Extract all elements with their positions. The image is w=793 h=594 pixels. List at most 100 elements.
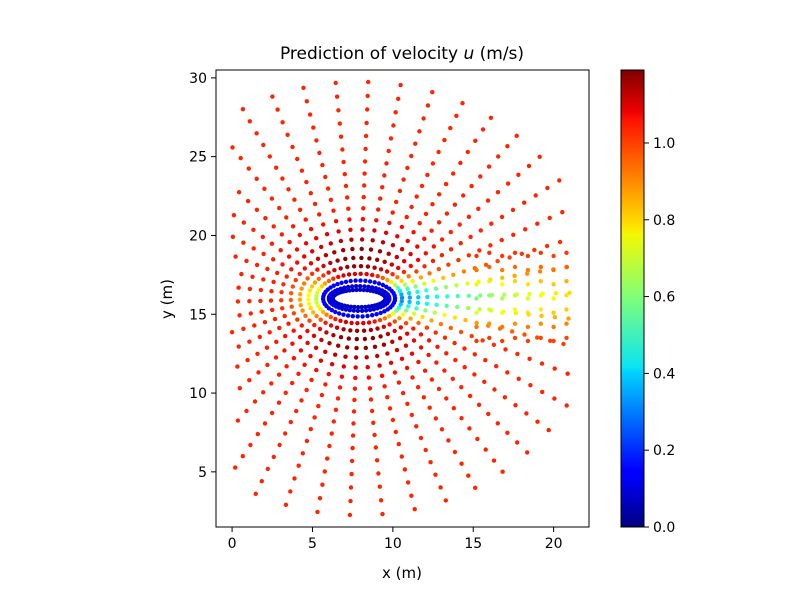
data-point [505,144,510,149]
data-point [278,248,283,253]
data-point [424,288,429,293]
data-point [416,320,421,326]
data-point [240,107,246,112]
data-point [236,190,242,195]
data-point [462,365,467,370]
data-point [380,240,386,245]
data-point [387,220,392,226]
data-point [388,360,394,365]
data-point [346,206,351,211]
data-point [318,306,323,312]
data-point [337,311,342,316]
data-point [318,317,323,322]
data-point [235,418,241,423]
data-point [324,312,329,317]
data-point [525,267,531,273]
data-point [360,314,365,319]
data-point [418,435,424,441]
title-suffix: (m/s) [474,44,524,64]
data-point [363,146,368,152]
data-point [525,324,531,330]
data-point [512,264,518,270]
data-point [284,364,289,369]
data-point [322,469,327,474]
data-point [428,460,433,465]
data-point [322,281,328,286]
data-point [466,473,471,478]
data-point [265,466,270,472]
data-point [512,293,518,298]
data-point [314,138,319,143]
data-point [364,355,369,360]
data-point [538,321,543,326]
data-point [407,295,412,300]
data-point [331,333,336,338]
data-point [317,326,323,332]
data-point [461,193,466,198]
data-point [247,299,252,304]
data-point [362,159,368,164]
data-point [406,290,412,296]
data-point [413,284,418,289]
data-point [361,328,367,333]
data-point [382,316,388,321]
data-point [363,345,368,351]
data-point [499,214,505,220]
data-point [367,279,373,284]
data-point [505,370,510,375]
data-point [442,335,448,340]
data-point [251,246,256,251]
data-point [389,262,394,267]
data-point [538,279,543,284]
data-point [458,329,464,335]
data-point [426,338,432,343]
colorbar-ticks: 0.0 0.2 0.4 0.6 0.8 1.0 [644,136,675,536]
data-point [303,241,309,246]
data-point [566,316,571,321]
data-point [458,241,463,246]
data-point [389,280,394,285]
data-point [349,320,354,326]
data-point [378,334,383,339]
data-point [348,498,353,504]
data-point [500,267,505,273]
data-point [474,253,479,259]
data-point [397,188,403,194]
data-point [354,287,359,293]
data-point [405,286,410,291]
data-point [288,419,293,425]
data-point [280,262,285,267]
data-point [308,226,314,232]
data-point [387,322,392,327]
data-point [478,293,483,298]
data-point [231,213,237,218]
y-tick-label: 15 [189,307,207,323]
data-point [315,509,320,515]
data-point [354,345,359,351]
data-point [429,228,434,233]
data-point [467,393,473,399]
data-point [324,330,329,335]
data-point [352,271,358,277]
data-point [325,186,331,191]
data-point [444,211,450,216]
data-point [351,264,357,269]
data-point [532,247,537,253]
data-point [405,331,410,336]
data-point [560,210,565,215]
data-point [502,292,507,297]
data-point [294,408,299,414]
data-point [392,298,398,303]
data-point [390,417,396,423]
data-point [372,265,377,270]
data-point [426,352,431,358]
data-point [315,303,321,309]
data-point [386,148,391,154]
data-point [251,227,256,232]
y-tick-label: 10 [189,386,207,402]
data-point [551,338,556,344]
data-point [304,438,310,444]
data-point [351,421,356,426]
data-point [333,219,339,224]
x-tick-label: 15 [464,536,482,552]
